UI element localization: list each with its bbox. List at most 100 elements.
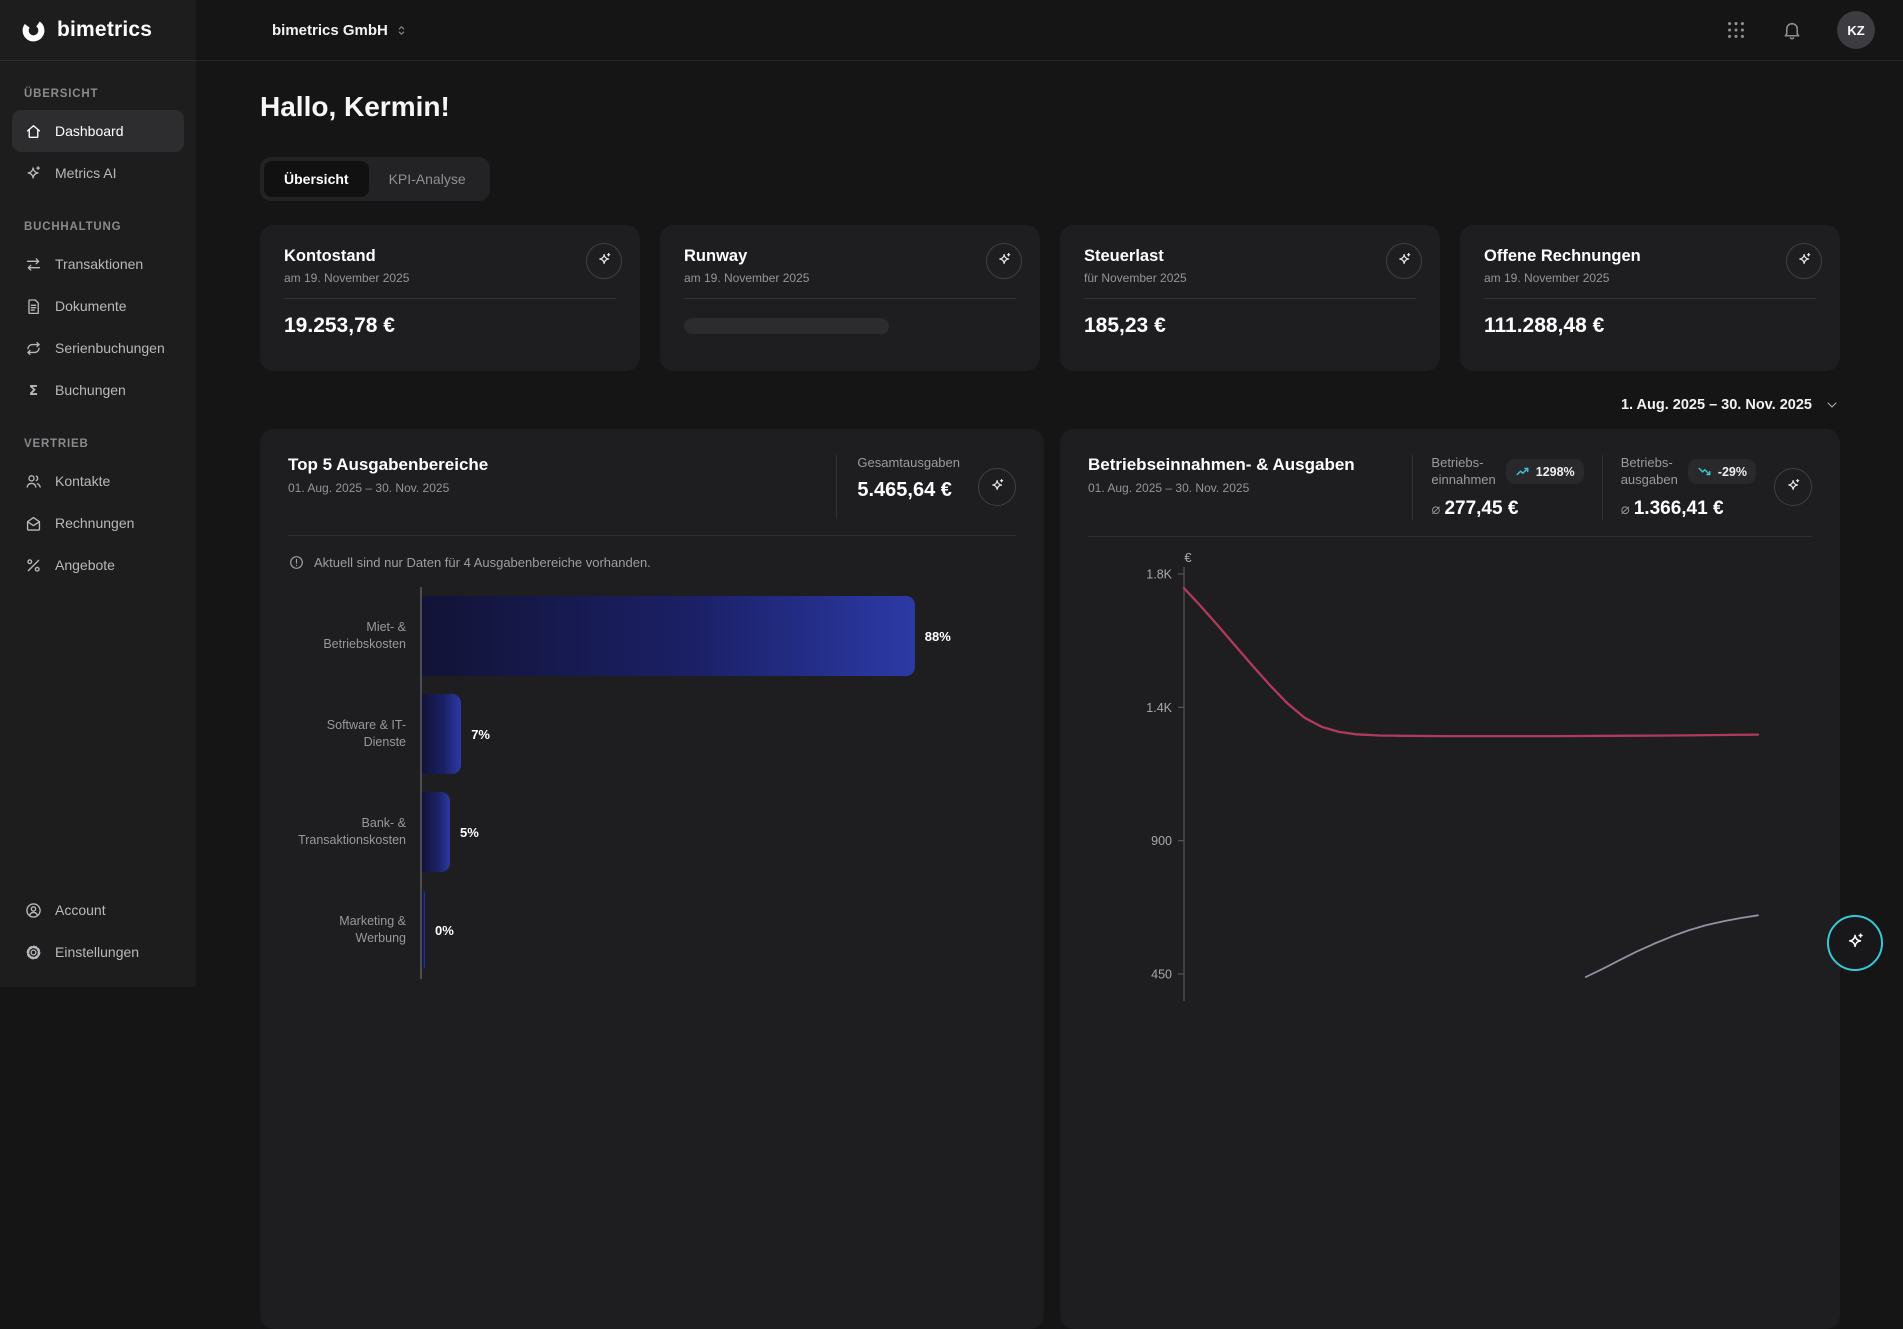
divider <box>288 535 1016 536</box>
company-name: bimetrics GmbH <box>272 22 388 39</box>
svg-text:€: € <box>1184 550 1192 565</box>
sidebar-item-angebote[interactable]: Angebote <box>12 544 184 586</box>
bar-track: 5% <box>420 783 1016 881</box>
brand-name: bimetrics <box>57 18 152 42</box>
sidebar-item-label: Angebote <box>55 557 115 573</box>
divider <box>1084 298 1416 299</box>
sidebar-item-buchungen[interactable]: Σ Buchungen <box>12 369 184 411</box>
kpi-ai-button[interactable] <box>1386 243 1422 279</box>
kpi-ai-button[interactable] <box>1786 243 1822 279</box>
chevron-down-icon <box>1824 397 1840 413</box>
kpi-subtitle: für November 2025 <box>1084 271 1416 285</box>
sidebar-item-dokumente[interactable]: Dokumente <box>12 285 184 327</box>
main-content: Hallo, Kermin! Übersicht KPI-Analyse Kon… <box>196 61 1903 987</box>
ai-assistant-fab[interactable] <box>1827 915 1883 971</box>
card-subtitle: 01. Aug. 2025 – 30. Nov. 2025 <box>1088 481 1355 495</box>
bar <box>422 792 450 872</box>
bar-value-label: 7% <box>471 727 490 742</box>
apps-grid-icon[interactable] <box>1725 19 1747 41</box>
sparkle-icon <box>596 251 613 271</box>
tab-uebersicht[interactable]: Übersicht <box>264 161 369 197</box>
kpi-ai-button[interactable] <box>586 243 622 279</box>
bar-value-label: 0% <box>435 923 454 938</box>
bar-row: Bank- & Transaktionskosten 5% <box>288 783 1016 881</box>
card-subtitle: 01. Aug. 2025 – 30. Nov. 2025 <box>288 481 488 495</box>
bar-value-label: 88% <box>925 629 951 644</box>
document-icon <box>24 297 43 316</box>
topbar: bimetrics GmbH KZ <box>196 0 1903 61</box>
svg-text:1.8K: 1.8K <box>1146 567 1172 581</box>
bar-row: Marketing & Werbung 0% <box>288 881 1016 979</box>
sidebar-item-label: Metrics AI <box>55 165 116 181</box>
kpi-title: Runway <box>684 247 1016 266</box>
sidebar-item-metrics-ai[interactable]: Metrics AI <box>12 152 184 194</box>
card-title: Top 5 Ausgabenbereiche <box>288 455 488 475</box>
bar-category-label: Marketing & Werbung <box>288 913 420 947</box>
kpi-subtitle: am 19. November 2025 <box>1484 271 1816 285</box>
divider <box>684 298 1016 299</box>
stat-betriebseinnahmen: Betriebs- einnahmen 1298% ⌀277,45 € <box>1412 455 1583 520</box>
bar <box>422 890 425 970</box>
svg-text:Σ: Σ <box>29 383 38 398</box>
kpi-ai-button[interactable] <box>986 243 1022 279</box>
expenses-bar-chart: Miet- & Betriebskosten 88% Software & IT… <box>288 587 1016 979</box>
expenses-card-heading: Top 5 Ausgabenbereiche 01. Aug. 2025 – 3… <box>288 455 488 495</box>
divider <box>1088 536 1812 537</box>
bar-track: 0% <box>420 881 1016 979</box>
sparkle-icon <box>996 251 1013 271</box>
card-title: Betriebseinnahmen- & Ausgaben <box>1088 455 1355 475</box>
sidebar-item-kontakte[interactable]: Kontakte <box>12 460 184 502</box>
kpi-card-runway: Runway am 19. November 2025 <box>660 225 1040 371</box>
kpi-value: 19.253,78 € <box>284 314 616 338</box>
sidebar-item-label: Einstellungen <box>55 944 139 960</box>
data-notice: Aktuell sind nur Daten für 4 Ausgabenber… <box>288 554 1016 571</box>
sidebar-item-dashboard[interactable]: Dashboard <box>12 110 184 152</box>
sidebar-item-label: Buchungen <box>55 382 126 398</box>
date-range-label: 1. Aug. 2025 – 30. Nov. 2025 <box>1621 397 1812 413</box>
kpi-value: 111.288,48 € <box>1484 314 1816 338</box>
bar <box>422 694 461 774</box>
company-selector[interactable]: bimetrics GmbH <box>272 22 409 39</box>
kpi-card-kontostand: Kontostand am 19. November 2025 19.253,7… <box>260 225 640 371</box>
tab-kpi-analyse[interactable]: KPI-Analyse <box>369 161 486 197</box>
chevron-updown-icon <box>394 23 409 38</box>
sidebar-item-label: Dashboard <box>55 123 124 139</box>
sidebar-item-einstellungen[interactable]: Einstellungen <box>12 931 184 973</box>
sidebar-item-account[interactable]: Account <box>12 889 184 931</box>
kpi-value: 185,23 € <box>1084 314 1416 338</box>
sidebar-item-rechnungen[interactable]: Rechnungen <box>12 502 184 544</box>
bar-value-label: 5% <box>460 825 479 840</box>
home-icon <box>24 122 43 141</box>
bar <box>422 596 915 676</box>
divider <box>1484 298 1816 299</box>
stat-value: ⌀1.366,41 € <box>1621 498 1756 520</box>
bar-category-label: Software & IT-Dienste <box>288 717 420 751</box>
notifications-bell-icon[interactable] <box>1781 19 1803 41</box>
page-greeting: Hallo, Kermin! <box>260 91 1840 123</box>
sidebar-section-vertrieb: VERTRIEB <box>24 438 172 450</box>
average-symbol: ⌀ <box>1621 501 1630 518</box>
sigma-icon: Σ <box>24 381 43 400</box>
kpi-subtitle: am 19. November 2025 <box>284 271 616 285</box>
user-avatar[interactable]: KZ <box>1837 11 1875 49</box>
sidebar-item-label: Rechnungen <box>55 515 134 531</box>
sparkle-icon <box>1796 251 1813 271</box>
operating-stats: Betriebs- einnahmen 1298% ⌀277,45 € <box>1394 455 1756 520</box>
brand-logo[interactable]: bimetrics <box>0 0 196 61</box>
notice-text: Aktuell sind nur Daten für 4 Ausgabenber… <box>314 555 651 570</box>
svg-text:450: 450 <box>1151 967 1172 981</box>
card-ai-button[interactable] <box>1774 468 1812 506</box>
svg-text:900: 900 <box>1151 834 1172 848</box>
percent-icon <box>24 556 43 575</box>
date-range-selector[interactable]: 1. Aug. 2025 – 30. Nov. 2025 <box>260 397 1840 413</box>
bar-row: Software & IT-Dienste 7% <box>288 685 1016 783</box>
sidebar-item-serienbuchungen[interactable]: Serienbuchungen <box>12 327 184 369</box>
stat-label: Betriebs- einnahmen <box>1431 455 1495 489</box>
sidebar-item-transaktionen[interactable]: Transaktionen <box>12 243 184 285</box>
kpi-card-offene-rechnungen: Offene Rechnungen am 19. November 2025 1… <box>1460 225 1840 371</box>
card-ai-button[interactable] <box>978 468 1016 506</box>
total-expenses-label: Gesamtausgaben <box>857 455 960 470</box>
envelope-icon <box>24 514 43 533</box>
info-icon <box>288 554 305 571</box>
sidebar-item-label: Dokumente <box>55 298 127 314</box>
